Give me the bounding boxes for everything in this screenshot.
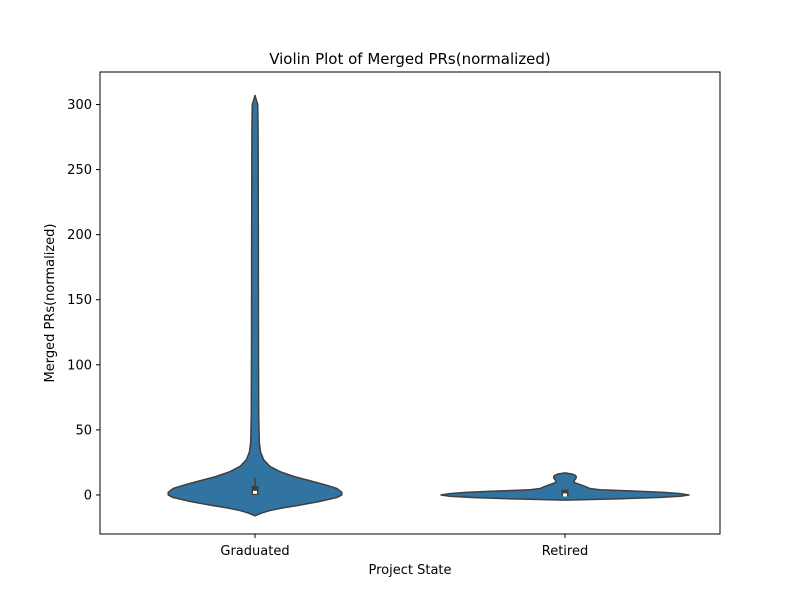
violin-median [253,490,257,494]
y-tick-label: 50 [75,423,92,438]
plot-frame [99,71,721,535]
violin-iqr-box [561,489,569,497]
y-tick-label: 250 [67,163,92,178]
y-axis-label: Merged PRs(normalized) [43,224,58,383]
y-tick-label: 200 [67,228,92,243]
y-tick-label: 150 [67,293,92,308]
x-axis-label: Project State [368,563,451,578]
violin-body [440,472,690,501]
violin-median [563,493,567,497]
x-tick-label: Graduated [220,544,289,559]
y-axis: 0 50 100 150 200 250 300 [67,98,100,503]
x-tick-label: Retired [542,544,588,559]
y-tick-label: 100 [67,358,92,373]
violin-iqr-box [251,485,259,495]
y-tick-label: 300 [67,98,92,113]
violin-body [167,94,343,517]
x-axis: Graduated Retired [220,534,588,559]
plot-area [167,94,690,517]
y-tick-label: 0 [84,488,92,503]
chart-title: Violin Plot of Merged PRs(normalized) [269,50,551,68]
